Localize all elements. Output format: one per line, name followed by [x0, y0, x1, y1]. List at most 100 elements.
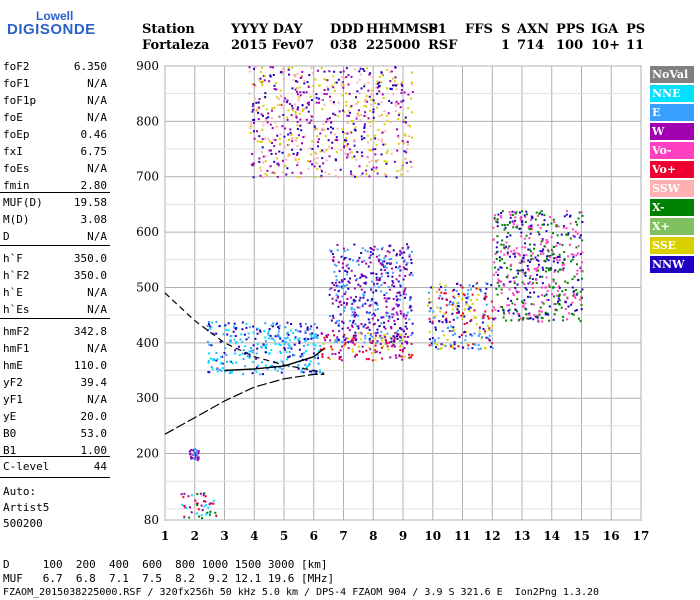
echo-point [197, 450, 200, 453]
echo-point [233, 325, 236, 328]
echo-point [339, 349, 342, 352]
echo-point [555, 244, 558, 247]
echo-point [363, 85, 366, 88]
echo-point [252, 118, 255, 121]
echo-point [275, 323, 278, 326]
echo-point [407, 246, 410, 249]
echo-point [376, 92, 379, 95]
echo-point [345, 67, 348, 70]
echo-point [579, 320, 582, 323]
echo-point [400, 342, 403, 345]
echo-point [445, 304, 448, 307]
echo-point [368, 95, 371, 98]
echo-point [567, 232, 570, 235]
echo-point [562, 319, 565, 322]
echo-point [429, 307, 432, 310]
echo-point [396, 313, 399, 316]
param-row: yE 20.0 [3, 410, 107, 423]
echo-point [287, 68, 290, 71]
echo-point [328, 288, 331, 291]
echo-point [522, 305, 525, 308]
echo-point [511, 220, 514, 223]
echo-point [399, 339, 402, 342]
echo-point [390, 313, 393, 316]
echo-point [361, 247, 364, 250]
echo-point [334, 168, 337, 171]
echo-point [262, 343, 265, 346]
echo-point [224, 347, 227, 350]
echo-point [391, 275, 394, 278]
echo-point [555, 294, 558, 297]
echo-point [321, 355, 324, 358]
echo-point [343, 256, 346, 259]
echo-point [275, 322, 278, 325]
echo-point [351, 341, 354, 344]
echo-point [261, 146, 264, 149]
x-tick-label: 4 [250, 529, 258, 543]
echo-point [269, 123, 272, 126]
echo-point [512, 226, 515, 229]
echo-point [451, 303, 454, 306]
echo-point [286, 99, 289, 102]
echo-point [288, 344, 291, 347]
echo-point [367, 265, 370, 268]
echo-point [341, 128, 344, 131]
echo-point [395, 128, 398, 131]
echo-point [203, 505, 206, 508]
echo-point [289, 128, 292, 131]
echo-point [485, 287, 488, 290]
echo-point [344, 139, 347, 142]
echo-point [281, 125, 284, 128]
echo-point [373, 170, 376, 173]
separator [0, 456, 110, 457]
echo-point [266, 121, 269, 124]
echo-point [486, 315, 489, 318]
echo-point [533, 243, 536, 246]
echo-point [483, 346, 486, 349]
echo-point [273, 145, 276, 148]
echo-point [368, 73, 371, 76]
echo-point [343, 110, 346, 113]
echo-point [285, 351, 288, 354]
echo-point [441, 330, 444, 333]
echo-point [543, 294, 546, 297]
echo-point [328, 315, 331, 318]
echo-point [262, 120, 265, 123]
echo-point [528, 248, 531, 251]
y-tick-label: 500 [136, 280, 159, 294]
echo-point [367, 358, 370, 361]
echo-point [389, 288, 392, 291]
echo-point [199, 492, 202, 495]
echo-point [402, 315, 405, 318]
param-row: foF2 6.350 [3, 60, 107, 73]
echo-point [359, 276, 362, 279]
echo-point [284, 326, 287, 329]
echo-point [576, 273, 579, 276]
echo-point [379, 334, 382, 337]
param-row: yF1 N/A [3, 393, 107, 406]
echo-point [529, 232, 532, 235]
echo-point [346, 121, 349, 124]
echo-point [245, 326, 248, 329]
echo-point [541, 317, 544, 320]
echo-point [346, 114, 349, 117]
echo-point [362, 351, 365, 354]
echo-point [351, 325, 354, 328]
echo-point [341, 287, 344, 290]
echo-point [332, 259, 335, 262]
param-row: M(D) 3.08 [3, 213, 107, 226]
echo-point [529, 316, 532, 319]
echo-point [551, 293, 554, 296]
echo-point [499, 250, 502, 253]
echo-point [508, 304, 511, 307]
echo-point [506, 235, 509, 238]
echo-point [403, 260, 406, 263]
echo-point [577, 317, 580, 320]
echo-point [242, 358, 245, 361]
echo-point [454, 305, 457, 308]
echo-point [276, 175, 279, 178]
echo-point [411, 71, 414, 74]
echo-point [278, 335, 281, 338]
echo-point [496, 218, 499, 221]
echo-point [406, 311, 409, 314]
